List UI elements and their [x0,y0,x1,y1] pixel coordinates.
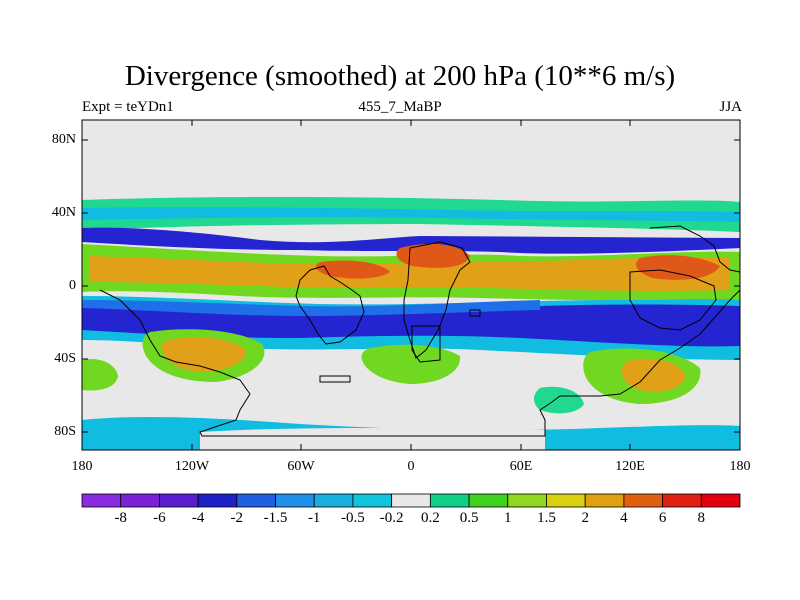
north-blue [82,227,740,254]
colorbar-cell [391,493,431,508]
colorbar-cell [507,493,547,508]
south-blue-mid [82,300,540,316]
coastline-asia [649,225,740,273]
coastline-islands [319,309,481,383]
lat-label-40s: 40S [54,351,76,366]
tropical-max-2 [636,255,720,280]
east-indian-green [534,386,584,414]
lon-label-120w: 120W [174,459,210,474]
lat-label-80n: 80N [51,132,76,147]
antarctic-mask [200,428,545,450]
colorbar-cell [236,493,276,508]
colorbar-label: -1 [307,510,321,526]
colorbar-label: -6 [153,510,166,526]
colorbar-cell [662,493,702,508]
coastline-americas [295,265,365,345]
colorbar-cell [700,493,741,508]
colorbar-cell [546,493,586,508]
colorbar-label: -0.2 [379,510,404,526]
tropical-max-3 [315,260,390,279]
lon-label-0: 0 [407,459,415,474]
tropical-max-1 [396,243,470,268]
colorbar-label: -8 [114,510,127,526]
lon-label-60w: 60W [287,459,315,474]
page-title: Divergence (smoothed) at 200 hPa (10**6 … [124,60,676,92]
lat-label-80s: 80S [54,424,76,439]
map-ticks [81,120,741,450]
season-label: JJA [719,99,742,115]
colorbar-label: -4 [191,510,205,526]
colorbar-cell [623,493,663,508]
coastline-africa [403,241,471,359]
lon-label-60e: 60E [509,459,533,474]
colorbar-label: -2 [230,510,244,526]
colorbar-label: 2 [581,510,589,526]
colorbar-cell [197,493,238,508]
colorbar-label: 0.2 [421,510,440,526]
south-atlantic-green [361,344,461,384]
lat-label-0: 0 [69,278,76,293]
colorbar-cell [275,493,315,508]
colorbar-cell [352,493,393,508]
north-band-cyan [82,207,740,222]
colorbar-cell [584,493,625,508]
colorbar-label: 1 [504,510,512,526]
colorbar-cell [81,493,122,508]
colorbar-label: 1.5 [537,510,556,526]
lon-label-120e: 120E [615,459,645,474]
period-label: 455_7_MaBP [358,99,442,115]
coastline-australia [629,269,717,331]
colorbar-cell [429,493,470,508]
colorbar-cell [120,493,160,508]
colorbar-cell [159,493,199,508]
colorbar-label: -0.5 [341,510,365,526]
colorbar-cell [468,493,509,508]
colorbar-label: 0.5 [459,510,479,526]
colorbar-label: 4 [620,510,628,526]
experiment-label: Expt = teYDn1 [82,99,174,115]
colorbar-cell [313,493,354,508]
colorbar-label: 6 [658,510,667,526]
colorbar-label: 8 [697,510,706,526]
west-green [82,358,118,391]
coastline-south-america [99,289,740,437]
lon-label-180w: 180 [71,459,93,474]
lat-label-40n: 40N [51,205,76,220]
tropical-positive-orange [90,256,730,291]
colorbar-label: -1.5 [263,510,288,526]
lon-label-180e: 180 [729,459,751,474]
